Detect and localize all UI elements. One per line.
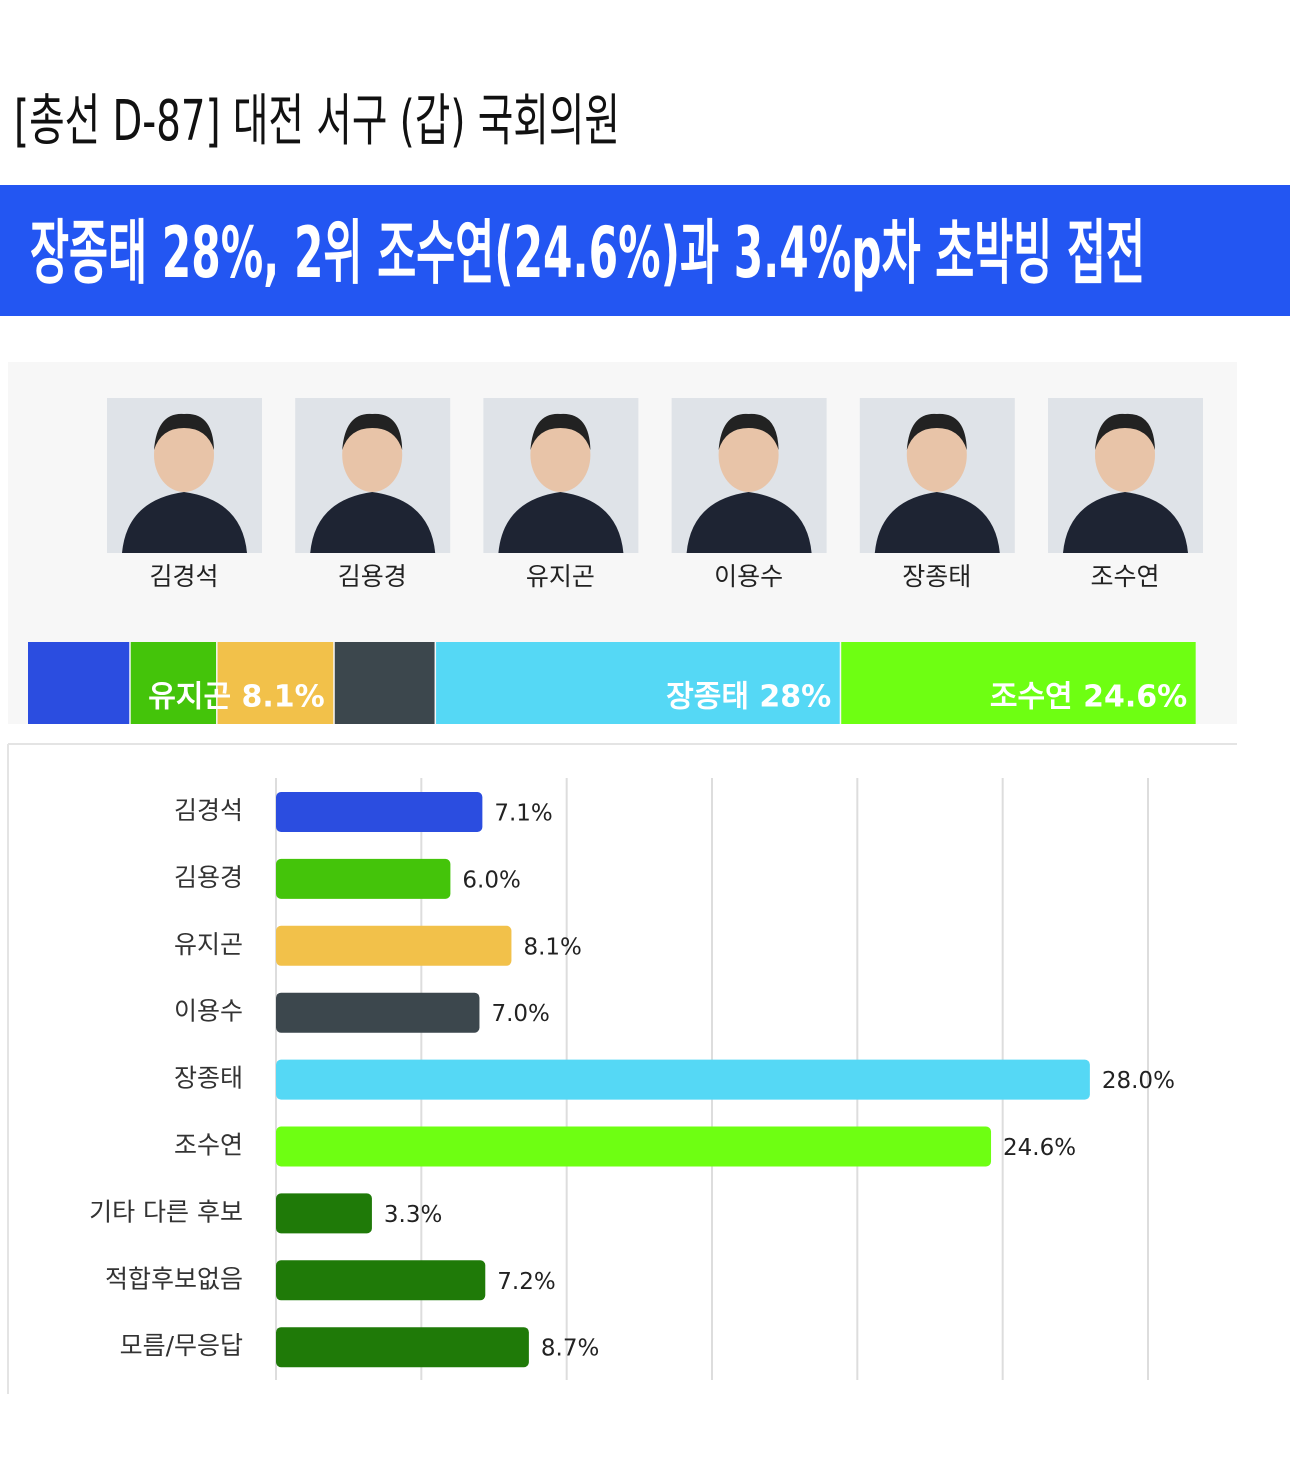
- stacked-segment: [841, 642, 1196, 724]
- photo-silhouette: [498, 492, 624, 553]
- photo-hair: [718, 413, 779, 450]
- bar: [276, 792, 483, 832]
- value-label: 7.1%: [494, 801, 552, 827]
- category-label: 김경석: [174, 796, 243, 825]
- value-label: 8.7%: [541, 1336, 599, 1362]
- bar: [276, 992, 480, 1033]
- value-label: 3.3%: [384, 1202, 442, 1228]
- photo-silhouette: [874, 492, 1000, 553]
- page-title: [총선 D-87] 대전 서구 (갑) 국회의원: [14, 89, 620, 154]
- bar: [276, 858, 451, 899]
- category-label: 조수연: [174, 1131, 243, 1160]
- photo-head: [718, 418, 779, 492]
- value-label: 6.0%: [462, 867, 520, 893]
- candidate-name: 조수연: [1090, 562, 1159, 591]
- candidate-name: 유지곤: [526, 562, 595, 591]
- photo-head: [154, 418, 214, 492]
- photo-silhouette: [310, 492, 436, 553]
- photo-silhouette: [686, 492, 812, 553]
- value-label: 7.2%: [497, 1269, 555, 1295]
- category-label: 유지곤: [174, 930, 243, 959]
- photo-hair: [154, 413, 214, 450]
- photo-head: [530, 418, 591, 492]
- photo-head: [1095, 418, 1155, 492]
- candidate-name: 김용경: [338, 562, 407, 591]
- candidate-name: 장종태: [902, 562, 971, 591]
- value-label: 8.1%: [523, 934, 581, 960]
- photo-silhouette: [1063, 492, 1188, 553]
- value-label: 7.0%: [491, 1001, 549, 1027]
- category-label: 적합후보없음: [105, 1264, 243, 1293]
- headline: 장종태 28%, 2위 조수연(24.6%)과 3.4%p차 초박빙 접전: [30, 212, 1145, 294]
- segment-label: 유지곤 8.1%: [148, 680, 324, 715]
- headline-band: [0, 185, 1290, 316]
- bar: [276, 1126, 992, 1167]
- stacked-segment: [334, 642, 435, 724]
- bar: [276, 1059, 1090, 1100]
- photo-head: [906, 418, 967, 492]
- value-label: 24.6%: [1003, 1135, 1076, 1161]
- stacked-segment: [130, 642, 217, 724]
- segment-label: 조수연 24.6%: [990, 680, 1187, 715]
- stacked-segment: [436, 642, 840, 724]
- photo-hair: [342, 413, 403, 450]
- bar: [276, 1327, 529, 1368]
- photo-head: [342, 418, 403, 492]
- photo-hair: [1095, 413, 1155, 450]
- stacked-segment: [217, 642, 334, 724]
- bar: [276, 1193, 372, 1234]
- category-label: 모름/무응답: [120, 1331, 243, 1360]
- category-label: 장종태: [174, 1064, 243, 1093]
- bar: [276, 1260, 486, 1301]
- category-label: 기타 다른 후보: [89, 1197, 243, 1226]
- value-label: 28.0%: [1102, 1068, 1175, 1094]
- candidate-name: 이용수: [714, 562, 783, 591]
- stacked-segment: [28, 642, 130, 724]
- category-label: 김용경: [174, 863, 243, 892]
- photo-hair: [530, 413, 591, 450]
- photo-silhouette: [122, 492, 247, 553]
- candidate-name: 김경석: [149, 562, 218, 591]
- bar: [276, 925, 512, 966]
- segment-label: 장종태 28%: [666, 680, 831, 715]
- category-label: 이용수: [174, 997, 243, 1026]
- photo-hair: [906, 413, 967, 450]
